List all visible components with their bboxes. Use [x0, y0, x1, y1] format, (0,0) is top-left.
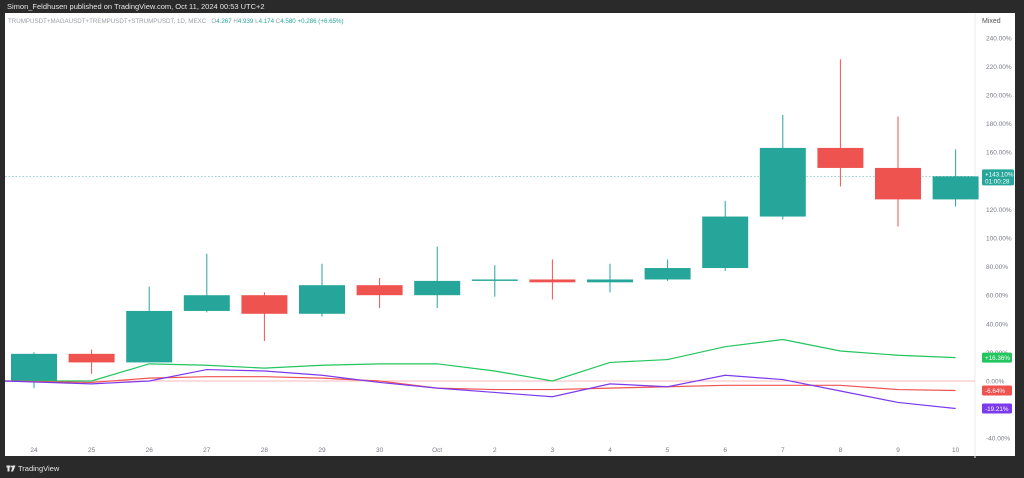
purple-line-tag: -19.21% [985, 406, 1009, 413]
y-tick-label: 120.00% [986, 207, 1012, 214]
x-tick-label: 4 [608, 447, 612, 454]
x-tick-label: 6 [723, 447, 727, 454]
chart-area[interactable] [5, 13, 1015, 456]
candle-body [68, 353, 115, 363]
y-tick-label: 160.00% [986, 150, 1012, 157]
candle-body [183, 295, 230, 311]
candle-body [11, 353, 57, 381]
x-tick-label: 2 [493, 447, 497, 454]
red-line-tag-bg [982, 385, 1012, 396]
red-line-tag: -6.64% [985, 388, 1005, 395]
x-tick-label: 9 [896, 447, 900, 454]
x-tick-label: 30 [376, 447, 384, 454]
x-tick-label: Oct [432, 447, 442, 454]
x-tick-label: 25 [88, 447, 96, 454]
low-label: L [255, 18, 259, 25]
x-tick-label: 8 [839, 447, 843, 454]
x-tick-label: 29 [318, 447, 326, 454]
candle-body [471, 279, 518, 281]
green-line-tag: +16.36% [985, 355, 1010, 362]
candle-body [875, 167, 921, 200]
candle-body [241, 295, 288, 314]
publisher-bar: Simon_Feldhusen published on TradingView… [0, 0, 1024, 13]
close-label: C [275, 18, 281, 25]
x-tick-label: 28 [261, 447, 269, 454]
candle-body [356, 285, 403, 296]
green-comparison-line [5, 338, 956, 382]
purple-line-tag-bg [982, 403, 1012, 414]
tradingview-brand[interactable]: TradingView [18, 464, 60, 473]
x-tick-label: 5 [666, 447, 670, 454]
tradingview-logo-icon[interactable] [6, 463, 16, 473]
symbol-legend[interactable]: TRUMPUSDT+MAGAUSDT+TREMPUSDT+STRUMPUSDT,… [8, 18, 344, 25]
candle-body [817, 147, 864, 168]
footer-bar: TradingView [0, 458, 1024, 478]
candle-body [759, 147, 806, 217]
open-value: 4.267 [216, 18, 232, 25]
candle-body [702, 216, 749, 269]
red-comparison-line [4, 376, 956, 392]
price-tag-timer: 01:00:28 [985, 178, 1010, 185]
symbol-name: TRUMPUSDT+MAGAUSDT+TREMPUSDT+STRUMPUSDT,… [8, 18, 207, 25]
purple-comparison-line [4, 368, 956, 410]
scale-mode-button[interactable]: Mixed [982, 18, 1001, 25]
price-tag-value: +143.10% [985, 171, 1014, 178]
candle-body [932, 176, 979, 200]
y-tick-label: 100.00% [986, 236, 1012, 243]
candle-body [587, 279, 633, 283]
close-value: 4.580 [280, 18, 296, 25]
x-tick-label: 26 [146, 447, 154, 454]
price-tag-bg [982, 169, 1014, 186]
candle-body [126, 310, 173, 363]
y-tick-label: -40.00% [986, 436, 1010, 443]
y-tick-label: 40.00% [986, 321, 1008, 328]
y-tick-label: 0.00% [986, 379, 1005, 386]
y-tick-label: 200.00% [986, 93, 1012, 100]
x-tick-label: 3 [551, 447, 555, 454]
candle-body [529, 279, 576, 283]
candle-body [644, 268, 691, 280]
high-label: H [233, 18, 238, 25]
y-tick-label: 80.00% [986, 264, 1008, 271]
x-tick-label: 27 [203, 447, 211, 454]
y-tick-label: 220.00% [986, 64, 1012, 71]
candle-body [299, 285, 345, 314]
low-value: 4.174 [258, 18, 275, 25]
y-tick-label: 60.00% [986, 293, 1008, 300]
y-tick-label: 240.00% [986, 35, 1012, 42]
green-line-tag-bg [982, 352, 1012, 363]
x-tick-label: 24 [30, 447, 38, 454]
candle-body [414, 280, 461, 296]
high-value: 4.939 [237, 18, 254, 25]
publisher-text: Simon_Feldhusen published on TradingView… [7, 2, 265, 11]
open-label: O [211, 18, 217, 25]
x-tick-label: 7 [781, 447, 785, 454]
y-tick-label: 180.00% [986, 121, 1012, 128]
change-value: +0.286 (+6.65%) [297, 18, 344, 25]
x-tick-label: 10 [952, 447, 960, 454]
